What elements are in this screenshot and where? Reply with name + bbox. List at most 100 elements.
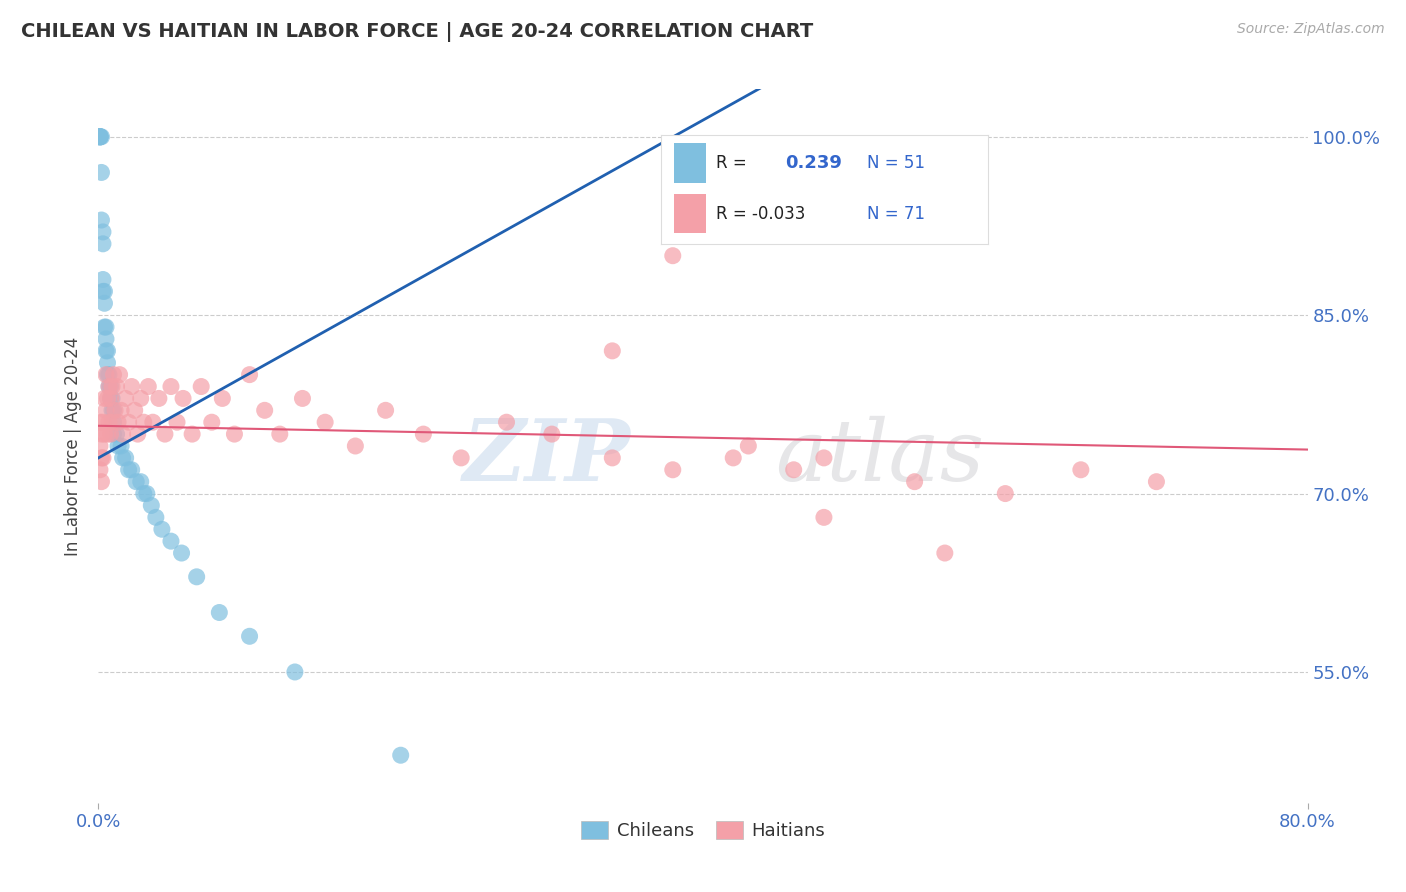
Point — [142, 415, 165, 429]
Point — [111, 427, 134, 442]
Point — [93, 296, 115, 310]
Point — [93, 427, 115, 442]
Point — [145, 510, 167, 524]
Point — [94, 343, 117, 358]
Point — [602, 343, 624, 358]
Point — [121, 379, 143, 393]
Point — [160, 379, 183, 393]
Point — [103, 403, 125, 417]
Point — [132, 486, 155, 500]
Point — [135, 486, 157, 500]
Point — [89, 439, 111, 453]
Point — [104, 403, 127, 417]
Point — [153, 427, 176, 442]
Text: 0.239: 0.239 — [785, 154, 842, 172]
Point — [269, 427, 291, 442]
Point — [96, 343, 118, 358]
Point — [121, 463, 143, 477]
Text: R = -0.033: R = -0.033 — [716, 204, 806, 223]
Point — [160, 534, 183, 549]
Point — [602, 450, 624, 465]
Point — [98, 379, 121, 393]
Point — [141, 499, 163, 513]
Y-axis label: In Labor Force | Age 20-24: In Labor Force | Age 20-24 — [65, 336, 83, 556]
Point — [934, 546, 956, 560]
Point — [96, 427, 118, 442]
Point — [105, 427, 128, 442]
Text: atlas: atlas — [776, 416, 984, 498]
Text: N = 71: N = 71 — [866, 204, 925, 223]
Point — [91, 272, 114, 286]
Point — [101, 379, 124, 393]
Point — [239, 368, 262, 382]
Point — [89, 129, 111, 144]
Point — [110, 439, 132, 453]
Point — [166, 415, 188, 429]
Text: CHILEAN VS HAITIAN IN LABOR FORCE | AGE 20-24 CORRELATION CHART: CHILEAN VS HAITIAN IN LABOR FORCE | AGE … — [21, 22, 813, 42]
Point — [125, 475, 148, 489]
Point — [89, 415, 111, 429]
Point — [98, 379, 121, 393]
Point — [412, 427, 434, 442]
Text: ZIP: ZIP — [463, 415, 630, 499]
Point — [91, 225, 114, 239]
Point — [129, 475, 152, 489]
Point — [150, 522, 173, 536]
Point — [98, 368, 121, 382]
Point — [89, 129, 111, 144]
FancyBboxPatch shape — [673, 194, 706, 234]
Text: R =: R = — [716, 154, 747, 172]
Point — [90, 165, 112, 179]
Point — [253, 403, 276, 417]
Point — [90, 129, 112, 144]
Point — [103, 368, 125, 382]
Point — [91, 415, 114, 429]
Point — [201, 415, 224, 429]
Legend: Chileans, Haitians: Chileans, Haitians — [574, 814, 832, 847]
Point — [114, 450, 136, 465]
Point — [101, 403, 124, 417]
Point — [374, 403, 396, 417]
Point — [783, 463, 806, 477]
Point — [344, 439, 367, 453]
Point — [101, 392, 124, 406]
Point — [540, 427, 562, 442]
Point — [904, 475, 927, 489]
Point — [136, 379, 159, 393]
Point — [91, 236, 114, 251]
Point — [103, 415, 125, 429]
Point — [737, 439, 759, 453]
Point — [105, 379, 128, 393]
Point — [100, 392, 122, 406]
Point — [96, 392, 118, 406]
Point — [148, 392, 170, 406]
Point — [239, 629, 262, 643]
Point — [186, 570, 208, 584]
Point — [101, 415, 124, 429]
Point — [284, 665, 307, 679]
Point — [495, 415, 517, 429]
Point — [89, 129, 111, 144]
Point — [172, 392, 194, 406]
Point — [1144, 475, 1167, 489]
Point — [314, 415, 336, 429]
Point — [107, 439, 129, 453]
Point — [100, 427, 122, 442]
Point — [813, 450, 835, 465]
Point — [661, 463, 683, 477]
Point — [96, 368, 118, 382]
Point — [100, 379, 122, 393]
Point — [723, 450, 745, 465]
Point — [91, 450, 114, 465]
Point — [93, 285, 115, 299]
Point — [94, 332, 117, 346]
Point — [90, 427, 112, 442]
Point — [100, 392, 122, 406]
Point — [96, 356, 118, 370]
Point — [90, 213, 112, 227]
Text: N = 51: N = 51 — [866, 154, 925, 172]
Point — [93, 392, 115, 406]
Point — [118, 463, 141, 477]
Point — [211, 392, 233, 406]
Point — [1070, 463, 1092, 477]
